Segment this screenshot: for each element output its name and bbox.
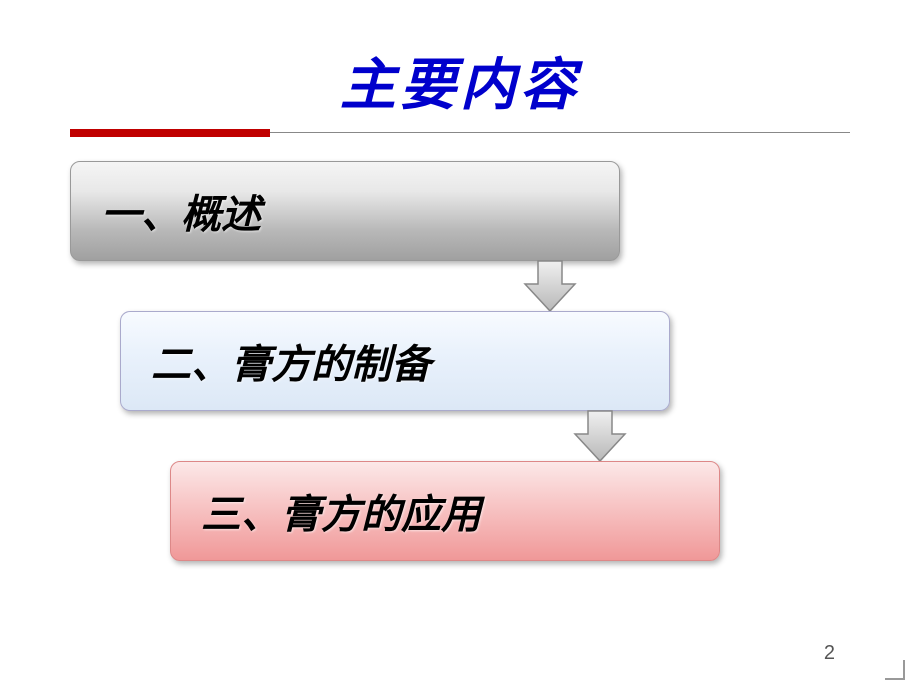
accent-bar: [70, 129, 270, 137]
page-number: 2: [824, 642, 835, 665]
box-label-2: 二、膏方的制备: [151, 332, 431, 390]
slide-title: 主要内容: [70, 40, 850, 121]
slide-container: 主要内容 一、概述 二、膏方的制备: [0, 0, 920, 690]
corner-mark-icon: [885, 660, 905, 680]
down-arrow-2: [570, 406, 630, 466]
content-box-3: 三、膏方的应用: [170, 461, 720, 561]
content-box-2: 二、膏方的制备: [120, 311, 670, 411]
content-box-1: 一、概述: [70, 161, 620, 261]
box-label-1: 一、概述: [101, 182, 261, 240]
down-arrow-1: [520, 256, 580, 316]
box-label-3: 三、膏方的应用: [201, 482, 481, 540]
